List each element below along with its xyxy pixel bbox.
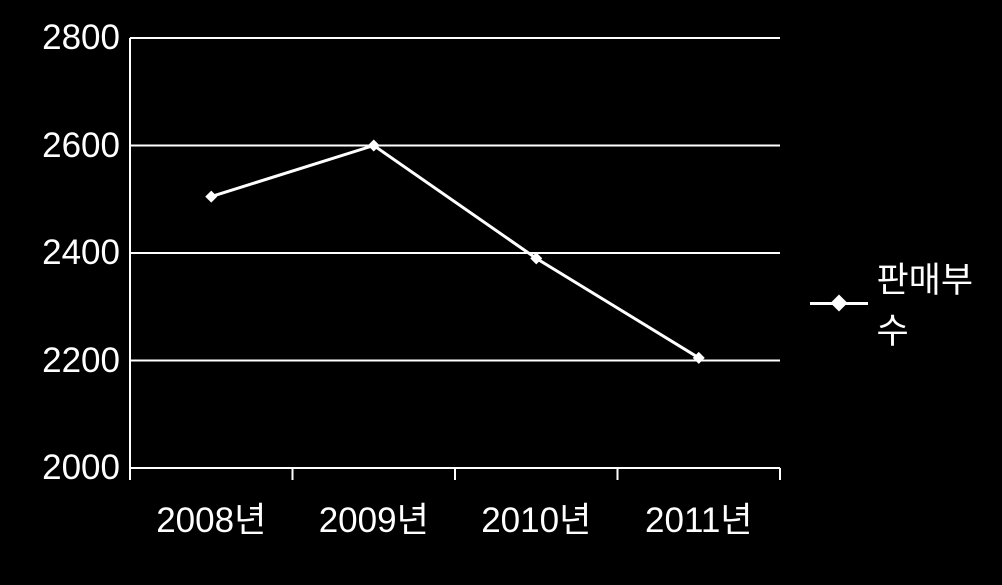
y-tick-label: 2800 [20, 18, 120, 58]
legend-label: 판매부수 [876, 252, 1002, 354]
x-tick-label: 2009년 [319, 492, 429, 543]
x-tick-label: 2008년 [156, 492, 266, 543]
x-tick-label: 2011년 [645, 492, 752, 543]
y-tick-label: 2600 [20, 126, 120, 166]
chart-container: 2000 2200 2400 2600 2800 2008년 2009년 2010년 2011… [0, 0, 1002, 585]
y-tick-label: 2200 [20, 341, 120, 381]
x-tick-label: 2010년 [481, 492, 591, 543]
diamond-marker-icon [831, 295, 848, 312]
legend: 판매부수 [810, 252, 1002, 354]
y-tick-label: 2000 [20, 448, 120, 488]
legend-line [810, 302, 868, 305]
y-tick-label: 2400 [20, 233, 120, 273]
